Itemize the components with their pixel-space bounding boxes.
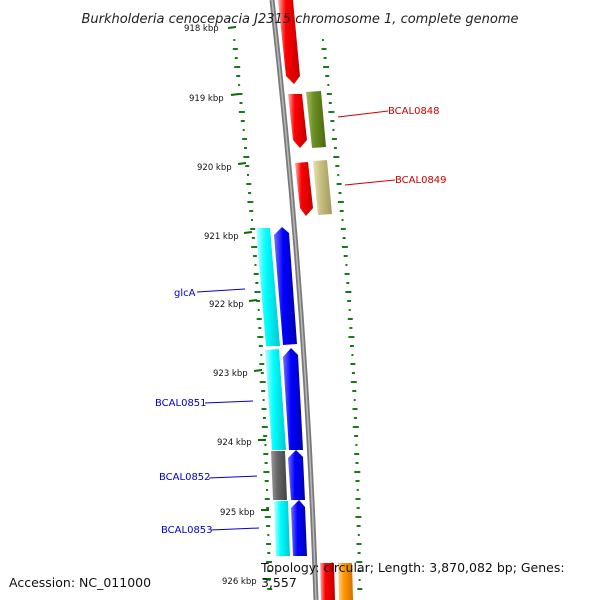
ruler-tick-label: 922 kbp	[209, 300, 244, 310]
ruler-tick: 923 kbp	[213, 369, 263, 379]
ruler-tick-label: 919 kbp	[189, 94, 224, 104]
ruler-tick-label: 921 kbp	[204, 232, 239, 242]
gene-feature-cyan[interactable]	[265, 349, 286, 450]
gene-label-BCAL0853[interactable]: BCAL0853	[161, 525, 260, 536]
gene-feature-red[interactable]	[288, 94, 307, 148]
ruler-tick: 921 kbp	[204, 231, 253, 242]
gene-feature-olive[interactable]	[306, 91, 326, 148]
gene-feature-blue[interactable]	[291, 500, 307, 556]
ruler-tick: 918 kbp	[184, 24, 237, 34]
ruler-tick: 920 kbp	[197, 162, 247, 173]
gene-label-BCAL0852[interactable]: BCAL0852	[159, 472, 258, 483]
ruler-tick: 922 kbp	[209, 299, 258, 310]
ruler-tick-label: 918 kbp	[184, 24, 219, 34]
map-title: Burkholderia cenocepacia J2315 chromosom…	[81, 12, 518, 27]
kbp-ruler: 918 kbp 919 kbp 920 kbp 921 kbp 922 kbp …	[184, 24, 271, 587]
ruler-tick: 926 kbp	[222, 577, 271, 587]
genome-backbone-highlight	[271, 0, 317, 600]
gene-feature-gray[interactable]	[271, 451, 287, 500]
ruler-tick-label: 923 kbp	[213, 369, 248, 379]
gene-label-BCAL0849[interactable]: BCAL0849	[344, 175, 447, 186]
svg-text:BCAL0852: BCAL0852	[159, 472, 211, 483]
svg-text:BCAL0853: BCAL0853	[161, 525, 213, 536]
gene-feature-blue[interactable]	[274, 227, 297, 345]
gene-feature-cyan[interactable]	[256, 228, 280, 346]
ruler-tick: 925 kbp	[220, 508, 269, 518]
ruler-tick: 919 kbp	[189, 93, 240, 104]
gene-feature-orange[interactable]	[338, 563, 353, 600]
gene-feature-red[interactable]	[278, 0, 300, 84]
accession-text: Accession: NC_011000	[9, 575, 152, 590]
gene-feature-blue[interactable]	[283, 348, 303, 450]
gene-feature-red[interactable]	[320, 563, 335, 600]
gene-label-BCAL0848[interactable]: BCAL0848	[337, 106, 440, 118]
ruler-tick-label: 925 kbp	[220, 508, 255, 518]
gene-feature-khaki[interactable]	[313, 160, 332, 215]
svg-text:BCAL0848: BCAL0848	[388, 106, 440, 117]
ruler-tick: 924 kbp	[217, 438, 266, 448]
gene-feature-cyan[interactable]	[274, 501, 290, 556]
gene-feature-blue[interactable]	[288, 450, 305, 500]
gc-skew-outer-track	[321, 39, 363, 590]
svg-text:BCAL0851: BCAL0851	[155, 398, 207, 409]
gene-feature-red[interactable]	[295, 162, 313, 216]
svg-text:glcA: glcA	[174, 288, 196, 299]
ruler-tick-label: 924 kbp	[217, 438, 252, 448]
ruler-tick-label: 926 kbp	[222, 577, 257, 587]
gene-label-glcA[interactable]: glcA	[174, 288, 246, 299]
gene-label-BCAL0851[interactable]: BCAL0851	[155, 398, 254, 409]
svg-text:BCAL0849: BCAL0849	[395, 175, 447, 186]
ruler-tick-label: 920 kbp	[197, 163, 232, 173]
topology-text: Topology: circular; Length: 3,870,082 bp…	[261, 560, 565, 590]
